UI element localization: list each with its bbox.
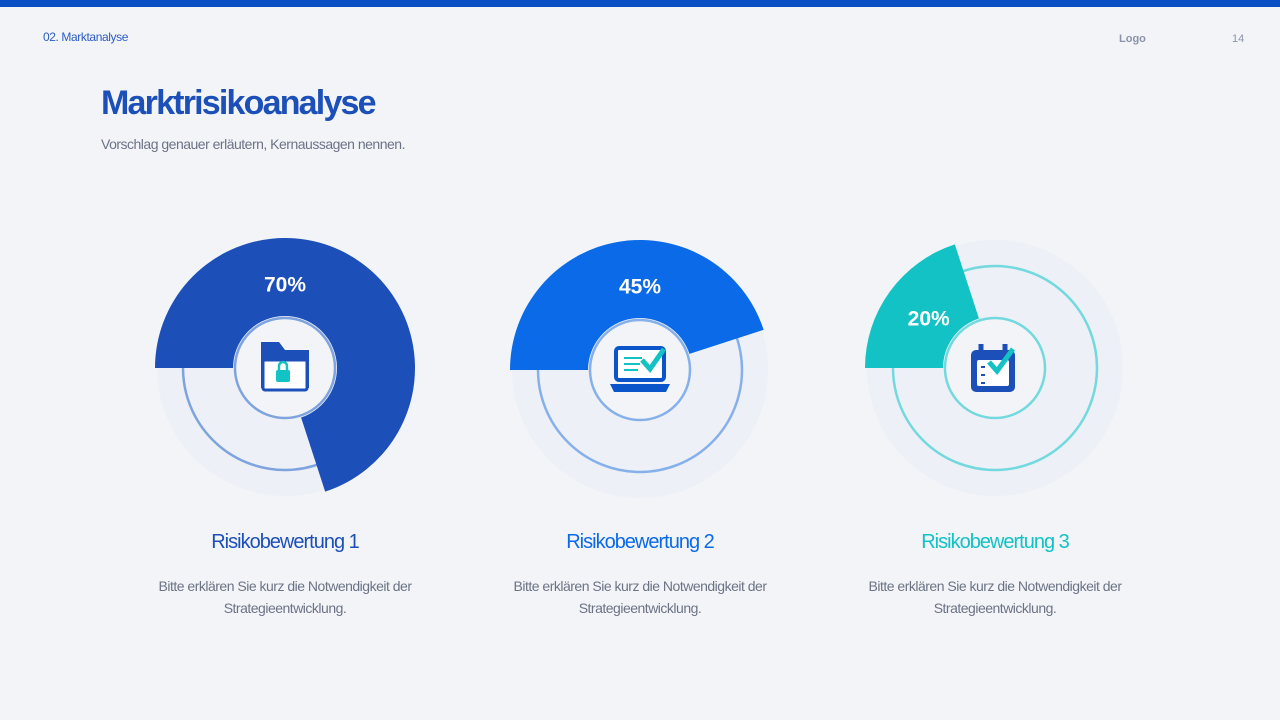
chart-title: Risikobewertung 3: [921, 531, 1070, 553]
top-bar: [0, 0, 1280, 7]
slide-title: Marktrisikoanalyse: [101, 84, 377, 122]
icon: [640, 347, 667, 374]
gauge-sector: [155, 238, 415, 492]
chart-description: Bitte erklären Sie kurz die Notwendigkei…: [868, 578, 1122, 616]
chart-description: Bitte erklären Sie kurz die Notwendigkei…: [158, 578, 412, 616]
gauge: 45%: [510, 239, 768, 498]
chart-title: Risikobewertung 2: [566, 531, 715, 553]
logo: Logo: [1119, 33, 1146, 45]
icon: [277, 360, 289, 370]
page-number: 14: [1232, 33, 1245, 45]
gauge: 70%: [155, 238, 415, 496]
chart-description: Bitte erklären Sie kurz die Notwendigkei…: [513, 578, 767, 616]
icon: [276, 370, 290, 382]
slide-subtitle: Vorschlag genauer erläutern, Kernaussage…: [101, 136, 405, 152]
icon: [987, 347, 1016, 375]
value-label: 70%: [264, 274, 306, 297]
chart-title: Risikobewertung 1: [211, 531, 360, 553]
icon: [978, 344, 1008, 354]
gauge: 20%: [865, 240, 1123, 496]
gauge-sector: [865, 244, 979, 368]
icon: [610, 384, 670, 392]
value-label: 20%: [908, 307, 950, 330]
value-label: 45%: [619, 276, 661, 299]
section-label: 02. Marktanalyse: [43, 30, 128, 44]
gauge-sector: [510, 239, 764, 370]
icon: [624, 357, 642, 371]
